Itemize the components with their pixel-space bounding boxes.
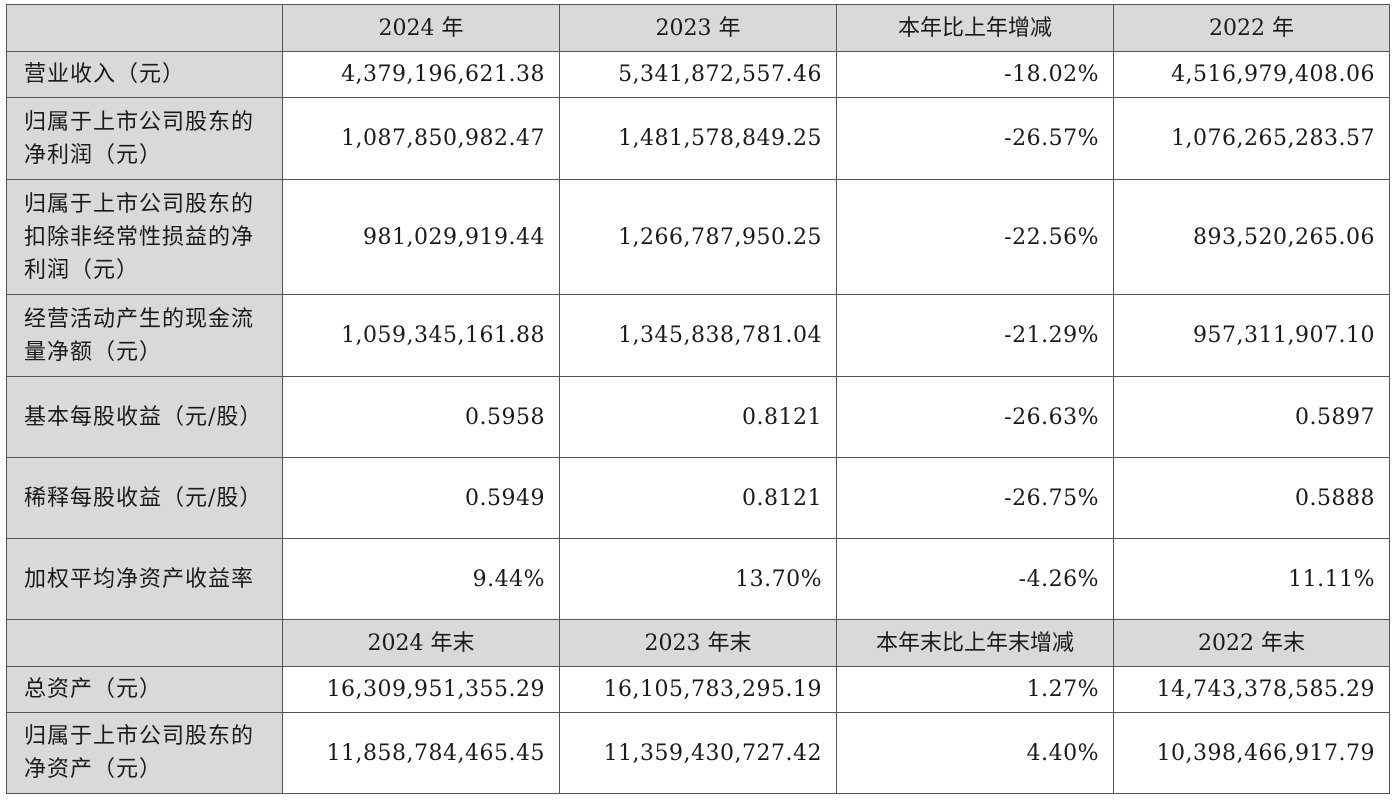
header-row: 2024 年 2023 年 本年比上年增减 2022 年 [6,4,1390,52]
value-2023: 1,266,787,950.25 [559,179,837,295]
value-change: -4.26% [836,538,1114,620]
table-row: 基本每股收益（元/股） 0.5958 0.8121 -26.63% 0.5897 [6,376,1390,458]
value-change: -22.56% [836,179,1114,295]
row-label: 归属于上市公司股东的净资产（元） [6,712,283,794]
value-change: 1.27% [836,666,1114,713]
value-2024: 4,379,196,621.38 [282,51,560,98]
row-label: 经营活动产生的现金流量净额（元） [6,294,283,377]
header-cell-change: 本年比上年增减 [836,4,1114,52]
header-cell-corner [6,4,283,52]
value-change: -26.63% [836,376,1114,458]
value-2024: 9.44% [282,538,560,620]
table-row: 经营活动产生的现金流量净额（元） 1,059,345,161.88 1,345,… [6,294,1390,377]
value-2023: 11,359,430,727.42 [559,712,837,794]
value-2023: 1,481,578,849.25 [559,97,837,180]
value-2024: 1,059,345,161.88 [282,294,560,377]
value-2022: 893,520,265.06 [1113,179,1390,295]
header-cell-2022: 2022 年 [1113,4,1390,52]
value-2024: 0.5958 [282,376,560,458]
row-label: 营业收入（元） [6,51,283,98]
header-cell-2024: 2024 年 [282,4,560,52]
value-change: -18.02% [836,51,1114,98]
row-label: 总资产（元） [6,666,283,713]
value-2022: 14,743,378,585.29 [1113,666,1390,713]
table-row: 营业收入（元） 4,379,196,621.38 5,341,872,557.4… [6,51,1390,98]
value-2024: 16,309,951,355.29 [282,666,560,713]
financial-summary-table: 2024 年 2023 年 本年比上年增减 2022 年 营业收入（元） 4,3… [6,4,1390,794]
value-2022: 0.5888 [1113,457,1390,539]
value-2022: 0.5897 [1113,376,1390,458]
value-change: -26.57% [836,97,1114,180]
value-2024: 981,029,919.44 [282,179,560,295]
row-label: 加权平均净资产收益率 [6,538,283,620]
header-cell-2022-end: 2022 年末 [1113,619,1390,667]
header-cell-change-end: 本年末比上年末增减 [836,619,1114,667]
row-label: 归属于上市公司股东的扣除非经常性损益的净利润（元） [6,179,283,295]
value-2022: 1,076,265,283.57 [1113,97,1390,180]
value-2023: 16,105,783,295.19 [559,666,837,713]
value-2023: 0.8121 [559,376,837,458]
value-2023: 0.8121 [559,457,837,539]
value-change: -21.29% [836,294,1114,377]
table-row: 归属于上市公司股东的净资产（元） 11,858,784,465.45 11,35… [6,712,1390,794]
value-2024: 1,087,850,982.47 [282,97,560,180]
table-row: 加权平均净资产收益率 9.44% 13.70% -4.26% 11.11% [6,538,1390,620]
header-cell-2023-end: 2023 年末 [559,619,837,667]
value-2023: 1,345,838,781.04 [559,294,837,377]
table-row: 归属于上市公司股东的扣除非经常性损益的净利润（元） 981,029,919.44… [6,179,1390,295]
table-row: 总资产（元） 16,309,951,355.29 16,105,783,295.… [6,666,1390,713]
row-label: 基本每股收益（元/股） [6,376,283,458]
value-2022: 11.11% [1113,538,1390,620]
header-cell-2023: 2023 年 [559,4,837,52]
row-label: 稀释每股收益（元/股） [6,457,283,539]
value-change: 4.40% [836,712,1114,794]
value-2022: 957,311,907.10 [1113,294,1390,377]
table-row: 归属于上市公司股东的净利润（元） 1,087,850,982.47 1,481,… [6,97,1390,180]
header-row: 2024 年末 2023 年末 本年末比上年末增减 2022 年末 [6,619,1390,667]
header-cell-2024-end: 2024 年末 [282,619,560,667]
value-2023: 13.70% [559,538,837,620]
row-label: 归属于上市公司股东的净利润（元） [6,97,283,180]
value-2024: 0.5949 [282,457,560,539]
header-cell-corner [6,619,283,667]
value-2024: 11,858,784,465.45 [282,712,560,794]
value-change: -26.75% [836,457,1114,539]
value-2022: 4,516,979,408.06 [1113,51,1390,98]
value-2023: 5,341,872,557.46 [559,51,837,98]
value-2022: 10,398,466,917.79 [1113,712,1390,794]
table-row: 稀释每股收益（元/股） 0.5949 0.8121 -26.75% 0.5888 [6,457,1390,539]
